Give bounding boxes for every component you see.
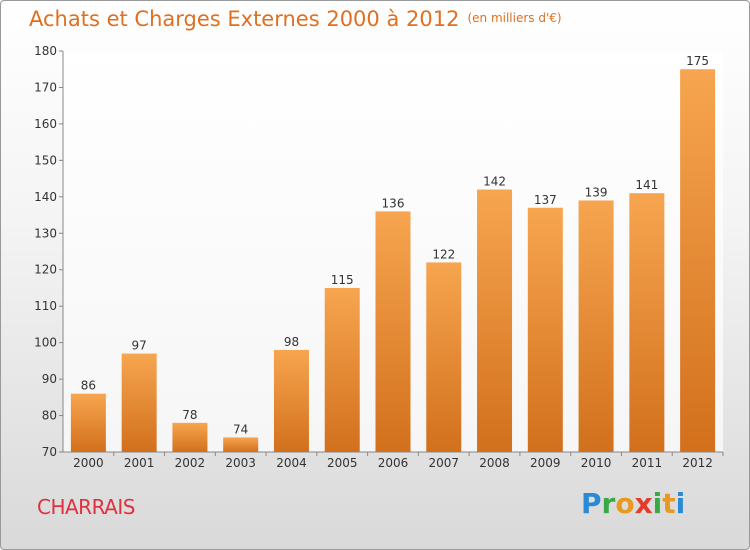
data-label-2007: 122 [432,247,455,261]
bar-2003 [223,437,259,452]
bar-2000 [70,393,106,452]
x-tick-label-2002: 2002 [175,456,206,470]
bar-2012 [680,69,716,453]
x-tick-label-2000: 2000 [73,456,104,470]
y-tick-label: 90 [42,372,57,386]
x-tick-label-2007: 2007 [428,456,459,470]
bar-2009 [527,207,563,452]
x-tick-label-2006: 2006 [378,456,409,470]
x-tick-label-2009: 2009 [530,456,561,470]
data-label-2002: 78 [182,408,197,422]
data-label-2008: 142 [483,175,506,189]
data-label-2010: 139 [585,185,608,199]
y-tick-label: 160 [34,117,57,131]
bar-2006 [375,211,411,452]
bar-2011 [629,193,665,452]
chart-title-text: Achats et Charges Externes 2000 à 2012 [29,7,460,31]
bar-2004 [273,349,309,452]
x-tick-label-2012: 2012 [682,456,713,470]
x-tick-label-2008: 2008 [479,456,510,470]
data-label-2005: 115 [331,273,354,287]
y-tick-label: 120 [34,263,57,277]
data-label-2006: 136 [382,196,405,210]
bar-2007 [426,262,462,452]
chart-title: Achats et Charges Externes 2000 à 2012 (e… [29,7,562,31]
location-name: CHARRAIS [37,495,135,519]
data-label-2004: 98 [284,335,299,349]
bar-2002 [172,422,208,452]
x-tick-label-2001: 2001 [124,456,155,470]
data-label-2009: 137 [534,193,557,207]
y-tick-label: 130 [34,226,57,240]
y-tick-label: 150 [34,153,57,167]
data-label-2012: 175 [686,54,709,68]
bar-2010 [578,200,614,452]
y-tick-label: 110 [34,299,57,313]
x-tick-label-2005: 2005 [327,456,358,470]
y-tick-label: 140 [34,190,57,204]
x-tick-label-2003: 2003 [225,456,256,470]
data-label-2001: 97 [132,339,147,353]
data-label-2011: 141 [635,178,658,192]
y-tick-label: 100 [34,336,57,350]
x-tick-label-2011: 2011 [632,456,663,470]
y-tick-label: 170 [34,80,57,94]
bar-2005 [324,287,360,452]
bar-2001 [121,353,157,452]
data-label-2003: 74 [233,422,248,436]
x-tick-label-2010: 2010 [581,456,612,470]
y-tick-label: 180 [34,44,57,58]
y-tick-label: 70 [42,445,57,459]
proxiti-logo: Proxiti [581,487,686,520]
y-tick-label: 80 [42,409,57,423]
chart-unit: (en milliers d'€) [467,11,562,25]
data-label-2000: 86 [81,379,96,393]
x-tick-label-2004: 2004 [276,456,307,470]
bar-2008 [477,189,513,452]
